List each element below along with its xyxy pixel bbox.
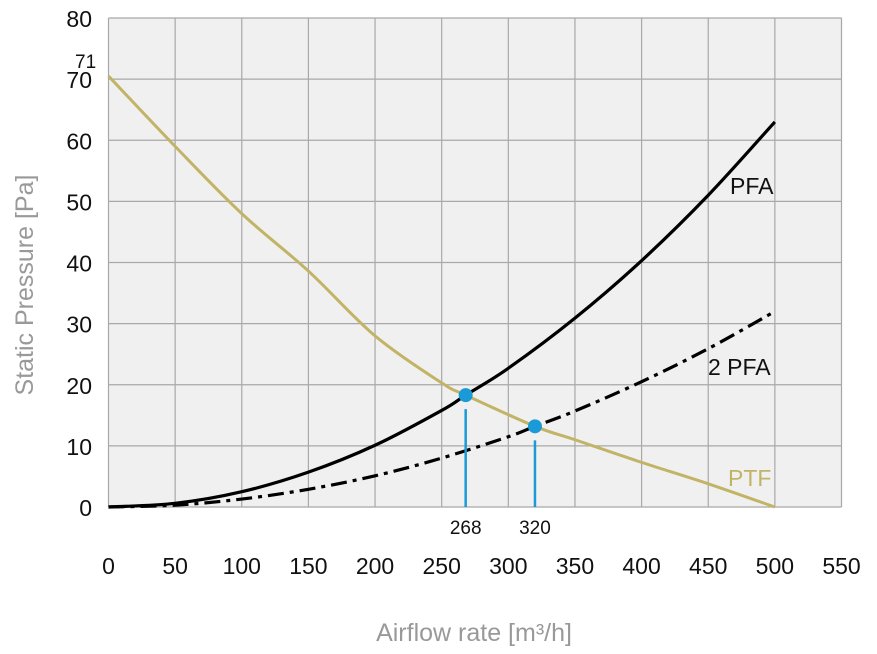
y-tick-label: 30 xyxy=(66,312,92,338)
series-line-pfa xyxy=(108,120,777,509)
operating-point-marker xyxy=(458,388,473,403)
x-tick-label: 500 xyxy=(756,553,794,579)
y-start-label: 71 xyxy=(75,52,96,73)
y-tick-label: 80 xyxy=(66,6,92,32)
x-tick-label: 350 xyxy=(556,553,594,579)
x-tick-labels: 0 50 100 150 200 250 300 350 400 450 500 550 xyxy=(102,553,861,579)
y-axis-title: Static Pressure [Pa] xyxy=(11,175,39,396)
x-tick-label: 250 xyxy=(422,553,460,579)
x-tick-label: 100 xyxy=(223,553,261,579)
y-tick-label: 60 xyxy=(66,128,92,154)
y-tick-labels: 0 10 20 30 40 50 60 70 80 xyxy=(66,6,92,521)
x-tick-label: 400 xyxy=(622,553,660,579)
x-tick-label: 450 xyxy=(689,553,727,579)
grid xyxy=(107,17,843,508)
y-tick-label: 40 xyxy=(66,251,92,277)
x-tick-label: 300 xyxy=(489,553,527,579)
label-ptf: PTF xyxy=(728,465,771,491)
x-tick-label: 50 xyxy=(162,553,188,579)
operating-point-label: 268 xyxy=(450,518,482,539)
y-tick-label: 0 xyxy=(79,495,92,521)
label-2pfa: 2 PFA xyxy=(708,354,771,380)
y-tick-label: 50 xyxy=(66,189,92,215)
label-pfa: PFA xyxy=(730,173,774,199)
x-tick-label: 200 xyxy=(356,553,394,579)
series-line-2-pfa xyxy=(108,310,776,509)
x-tick-label: 150 xyxy=(289,553,327,579)
y-tick-label: 70 xyxy=(66,67,92,93)
operating-point-label: 320 xyxy=(519,518,551,539)
x-tick-label: 550 xyxy=(822,553,860,579)
y-tick-label: 10 xyxy=(66,434,92,460)
x-tick-label: 0 xyxy=(102,553,115,579)
series-lines xyxy=(107,75,777,509)
x-axis-title: Airflow rate [m³/h] xyxy=(376,619,572,647)
series-line-ptf xyxy=(107,75,776,509)
y-tick-label: 20 xyxy=(66,373,92,399)
annotations: 268 320 xyxy=(450,388,551,539)
operating-point-marker xyxy=(527,419,542,434)
